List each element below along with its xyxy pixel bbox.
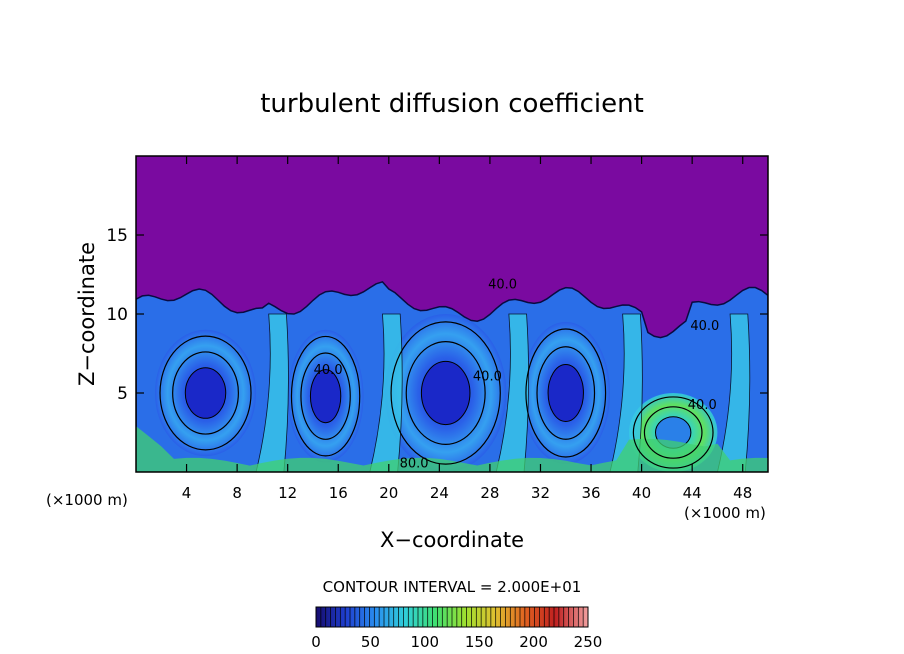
x-tick-label: 28 xyxy=(480,484,499,502)
y-tick-label: 10 xyxy=(106,305,128,325)
colorbar-tick-label: 50 xyxy=(361,633,380,651)
x-tick-label: 8 xyxy=(232,484,242,502)
contour-line xyxy=(290,335,361,457)
contour-label: 40.0 xyxy=(688,398,717,413)
x-tick-label: 20 xyxy=(379,484,398,502)
plume xyxy=(255,313,289,472)
colorbar-tick-labels: 0 50 100 150 200 250 xyxy=(311,633,602,651)
x-tick-label: 32 xyxy=(531,484,550,502)
x-tick-label: 16 xyxy=(329,484,348,502)
contour-group xyxy=(159,321,714,469)
x-axis-ticks: 4 8 12 16 20 24 28 32 36 40 44 48 xyxy=(182,156,752,502)
surface-band xyxy=(136,426,768,472)
x-tick-label: 40 xyxy=(632,484,651,502)
contour-label: 40.0 xyxy=(314,363,343,378)
contour-line xyxy=(390,321,501,465)
x-tick-label: 36 xyxy=(581,484,600,502)
contour-line xyxy=(536,346,596,440)
colorbar-tick-label: 0 xyxy=(311,633,321,651)
contour-line xyxy=(405,341,486,445)
contour-line xyxy=(300,352,351,440)
chart-title: turbulent diffusion coefficient xyxy=(260,89,644,119)
eddy-core xyxy=(547,364,584,422)
x-tick-label: 12 xyxy=(278,484,297,502)
plume xyxy=(717,313,751,472)
x-unit-right: (×1000 m) xyxy=(684,504,766,522)
eddy-core xyxy=(184,367,227,419)
y-axis-label: Z−coordinate xyxy=(75,242,99,386)
contour-label: 80.0 xyxy=(400,456,429,471)
contour-line xyxy=(525,328,607,458)
contour-label: 40.0 xyxy=(690,319,719,334)
colorbar: 0 50 100 150 200 250 xyxy=(311,606,602,651)
colorbar-tick-label: 200 xyxy=(519,633,548,651)
plume xyxy=(369,313,403,472)
contour-line xyxy=(632,396,714,469)
y-axis-ticks: 5 10 15 xyxy=(106,226,768,404)
contour-label: 40.0 xyxy=(473,369,502,384)
plume xyxy=(609,313,643,472)
contour-interval-text: CONTOUR INTERVAL = 2.000E+01 xyxy=(323,578,582,596)
contour-line xyxy=(159,335,252,451)
x-tick-label: 24 xyxy=(430,484,449,502)
colorbar-tick-label: 100 xyxy=(410,633,439,651)
contour-line xyxy=(643,406,703,459)
colorbar-tick-label: 150 xyxy=(465,633,494,651)
y-tick-label: 15 xyxy=(106,226,128,246)
plot-area: 40.0 40.0 80.0 40.0 40.0 40.0 xyxy=(136,156,768,472)
contour-label: 40.0 xyxy=(488,278,517,293)
contour-line xyxy=(172,351,239,435)
eddy-core xyxy=(420,360,471,426)
x-tick-label: 44 xyxy=(683,484,702,502)
y-tick-label: 5 xyxy=(117,384,128,404)
contour-labels: 40.0 40.0 80.0 40.0 40.0 40.0 xyxy=(314,278,720,472)
colorbar-stripes xyxy=(320,607,584,627)
plume xyxy=(495,313,529,472)
x-unit-left: (×1000 m) xyxy=(46,491,128,509)
x-axis-label: X−coordinate xyxy=(380,528,524,552)
x-tick-label: 48 xyxy=(733,484,752,502)
colorbar-tick-label: 250 xyxy=(574,633,603,651)
eddy-core xyxy=(309,369,342,424)
x-tick-label: 4 xyxy=(182,484,192,502)
eddy-group xyxy=(154,313,751,472)
